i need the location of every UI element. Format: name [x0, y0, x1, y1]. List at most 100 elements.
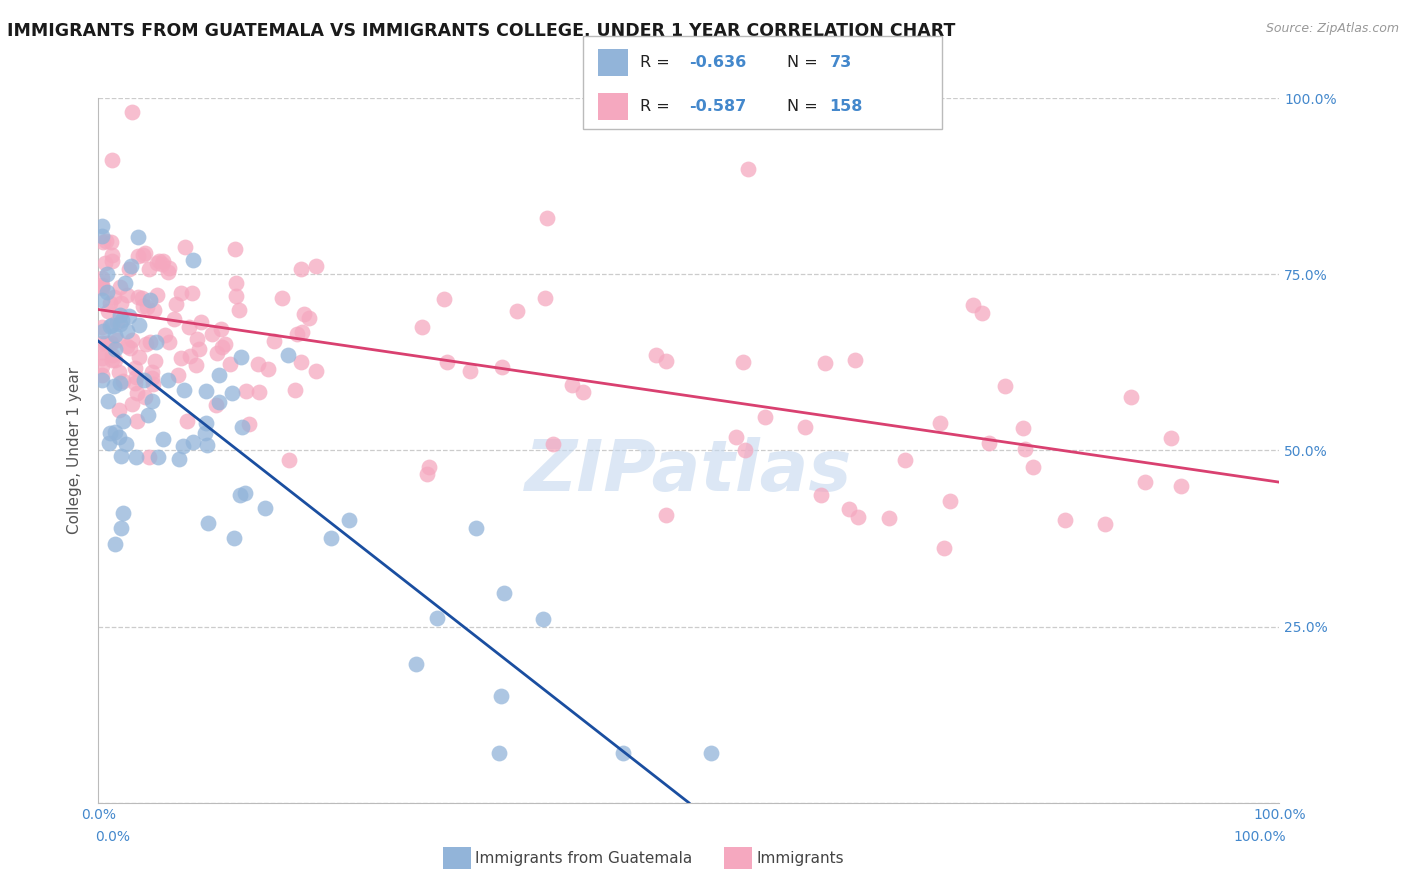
Point	[737, 161, 759, 176]
Point	[186, 332, 208, 346]
Point	[225, 289, 247, 303]
Point	[1094, 517, 1116, 532]
Text: -0.587: -0.587	[689, 99, 747, 114]
Point	[94, 256, 117, 270]
Point	[298, 311, 321, 326]
Point	[814, 355, 837, 369]
Point	[115, 288, 138, 302]
Point	[877, 511, 900, 525]
Point	[110, 450, 132, 464]
Point	[141, 366, 163, 380]
Point	[111, 313, 134, 327]
Point	[110, 280, 132, 294]
Point	[91, 281, 114, 295]
Point	[253, 500, 276, 515]
Point	[186, 358, 208, 372]
Point	[165, 297, 187, 311]
Point	[181, 434, 204, 449]
Point	[146, 288, 169, 302]
Point	[139, 293, 162, 308]
Point	[304, 364, 326, 378]
Point	[426, 611, 449, 625]
Point	[132, 299, 155, 313]
Point	[142, 302, 165, 317]
Point	[233, 486, 256, 500]
Point	[655, 508, 678, 522]
Point	[91, 219, 114, 234]
Point	[91, 319, 114, 334]
Point	[121, 105, 143, 120]
Point	[458, 364, 481, 378]
Point	[187, 342, 209, 356]
Point	[205, 398, 228, 412]
Point	[612, 747, 634, 761]
Point	[561, 378, 583, 392]
Point	[1012, 420, 1035, 434]
Point	[101, 254, 124, 268]
Point	[846, 510, 869, 524]
Point	[91, 293, 114, 307]
Point	[104, 327, 127, 342]
Point	[121, 333, 143, 347]
Point	[436, 354, 458, 368]
Point	[100, 336, 122, 351]
Point	[139, 334, 162, 349]
Point	[1121, 390, 1143, 404]
Point	[91, 277, 114, 292]
Point	[121, 397, 143, 411]
Text: 100.0%: 100.0%	[1234, 830, 1286, 844]
Point	[205, 346, 228, 360]
Point	[152, 432, 174, 446]
Y-axis label: College, Under 1 year: College, Under 1 year	[67, 367, 83, 534]
Point	[125, 385, 148, 400]
Point	[465, 521, 488, 535]
Point	[506, 304, 529, 318]
Point	[100, 235, 122, 250]
Point	[128, 318, 150, 332]
Point	[181, 286, 204, 301]
Point	[110, 296, 132, 310]
Point	[96, 285, 118, 299]
Point	[994, 379, 1017, 393]
Point	[231, 351, 253, 365]
Point	[492, 585, 515, 599]
Point	[246, 357, 269, 371]
Point	[939, 494, 962, 508]
Point	[195, 384, 218, 399]
Point	[148, 254, 170, 268]
Point	[101, 248, 124, 262]
Point	[93, 324, 115, 338]
Point	[98, 295, 121, 310]
Point	[112, 414, 135, 428]
Point	[238, 417, 260, 432]
Point	[134, 246, 156, 260]
Point	[125, 370, 148, 384]
Point	[305, 259, 328, 273]
Point	[108, 308, 131, 322]
Point	[163, 312, 186, 326]
Point	[103, 379, 125, 393]
Point	[734, 443, 756, 458]
Point	[132, 373, 155, 387]
Point	[208, 368, 231, 382]
Point	[96, 268, 118, 282]
Point	[141, 394, 163, 409]
Point	[127, 229, 149, 244]
Point	[108, 376, 131, 390]
Point	[733, 355, 755, 369]
Point	[222, 531, 245, 545]
Point	[101, 348, 124, 362]
Point	[177, 320, 200, 334]
Point	[105, 315, 128, 329]
Point	[433, 292, 456, 306]
Point	[120, 341, 142, 355]
Point	[152, 253, 174, 268]
Point	[209, 322, 232, 336]
Point	[292, 307, 315, 321]
Point	[167, 451, 190, 466]
Point	[135, 337, 157, 351]
Point	[108, 365, 131, 379]
Point	[173, 383, 195, 397]
Point	[107, 403, 129, 417]
Point	[124, 361, 146, 376]
